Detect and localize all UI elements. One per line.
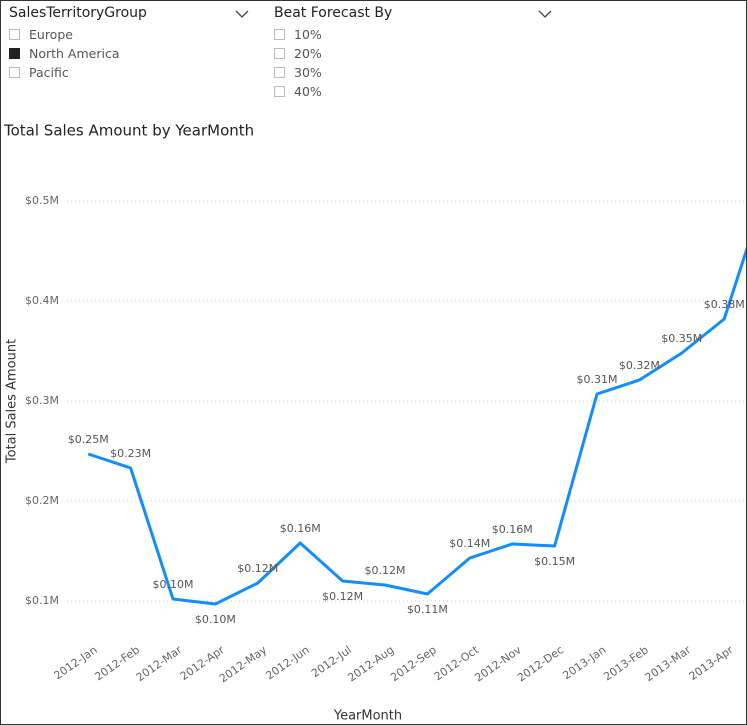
- data-label: $0.16M: [280, 522, 321, 535]
- checkbox[interactable]: [9, 29, 20, 40]
- x-tick-label: 2012-Dec: [515, 643, 566, 684]
- y-tick-label: $0.3M: [25, 394, 59, 407]
- slicer-header[interactable]: Beat Forecast By: [274, 5, 552, 25]
- slicer-item[interactable]: 10%: [274, 25, 552, 44]
- slicer-item[interactable]: North America: [9, 44, 249, 63]
- checkbox[interactable]: [274, 67, 285, 78]
- slicer-item[interactable]: Europe: [9, 25, 249, 44]
- item-label: 10%: [294, 27, 322, 42]
- data-label: $0.16M: [492, 523, 533, 536]
- checkbox[interactable]: [274, 86, 285, 97]
- item-label: 20%: [294, 46, 322, 61]
- y-tick-label: $0.2M: [25, 494, 59, 507]
- x-tick-label: 2012-Aug: [345, 643, 396, 684]
- data-label: $0.38M: [704, 298, 745, 311]
- x-tick-label: 2012-Feb: [92, 643, 142, 683]
- slicer-title: SalesTerritoryGroup: [9, 5, 147, 21]
- data-label: $0.11M: [407, 603, 448, 616]
- item-label: Pacific: [29, 65, 69, 80]
- slicer-item[interactable]: 40%: [274, 82, 552, 101]
- item-label: 40%: [294, 84, 322, 99]
- chart-title: Total Sales Amount by YearMonth: [3, 122, 254, 140]
- data-label: $0.15M: [534, 555, 575, 568]
- slicer[interactable]: Beat Forecast By 10% 20% 30% 40%: [274, 5, 552, 101]
- slicer-title: Beat Forecast By: [274, 5, 393, 21]
- slicer[interactable]: SalesTerritoryGroup Europe North America P…: [9, 5, 249, 82]
- y-tick-label: $0.1M: [25, 594, 59, 607]
- data-label: $0.32M: [619, 359, 660, 372]
- data-label: $0.14M: [449, 537, 490, 550]
- data-label: $0.12M: [365, 564, 406, 577]
- y-tick-label: $0.4M: [25, 294, 59, 307]
- x-tick-label: 2013-Jan: [560, 643, 608, 682]
- checkbox[interactable]: [274, 29, 285, 40]
- x-tick-label: 2013-Apr: [687, 643, 736, 683]
- checkbox[interactable]: [274, 48, 285, 59]
- y-axis-title: Total Sales Amount: [5, 339, 20, 464]
- slicer-item[interactable]: 20%: [274, 44, 552, 63]
- checkbox[interactable]: [9, 67, 20, 78]
- data-label: $0.31M: [577, 373, 618, 386]
- x-axis-title: YearMonth: [333, 709, 402, 724]
- x-tick-label: 2013-Feb: [601, 643, 651, 683]
- x-tick-label: 2012-May: [217, 643, 270, 685]
- item-label: 30%: [294, 65, 322, 80]
- line: [87, 246, 746, 606]
- x-tick-label: 2012-Sep: [388, 643, 439, 684]
- y-tick-label: $0.5M: [25, 194, 59, 207]
- slicer-header[interactable]: SalesTerritoryGroup: [9, 5, 249, 25]
- data-label: $0.23M: [110, 447, 151, 460]
- data-label: $0.25M: [68, 433, 109, 446]
- data-label: $0.10M: [195, 613, 236, 626]
- x-tick-label: 2012-Mar: [134, 643, 185, 684]
- data-label: $0.12M: [322, 590, 363, 603]
- item-label: North America: [29, 46, 120, 61]
- slicer-item[interactable]: Pacific: [9, 63, 249, 82]
- x-tick-label: 2012-Jun: [263, 643, 311, 682]
- data-label: $0.10M: [153, 578, 194, 591]
- slicer-item[interactable]: 30%: [274, 63, 552, 82]
- data-label: $0.35M: [661, 332, 702, 345]
- chevron[interactable]: [235, 9, 249, 19]
- x-tick-label: 2013-Mar: [643, 643, 694, 684]
- checkbox[interactable]: [9, 48, 20, 59]
- data-label: $0.12M: [237, 562, 278, 575]
- item-label: Europe: [29, 27, 73, 42]
- x-tick-label: 2012-Jan: [52, 643, 100, 682]
- x-tick-label: 2012-Nov: [472, 643, 524, 685]
- chevron[interactable]: [538, 9, 552, 19]
